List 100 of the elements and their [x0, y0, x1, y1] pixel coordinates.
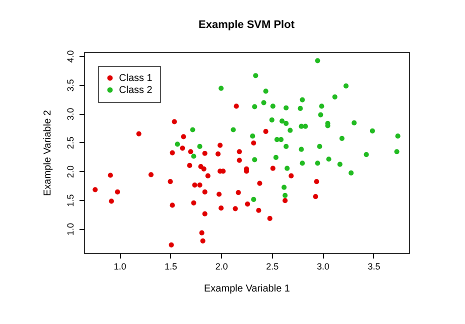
point — [315, 58, 320, 64]
point — [300, 97, 305, 102]
point — [270, 166, 276, 171]
point — [314, 179, 320, 184]
point — [202, 189, 208, 194]
point — [337, 162, 342, 167]
point — [92, 187, 98, 192]
point — [180, 146, 186, 151]
point — [200, 238, 206, 244]
point — [201, 166, 206, 172]
point — [343, 83, 349, 89]
point — [348, 170, 354, 176]
point — [218, 142, 223, 148]
point — [319, 104, 324, 109]
point — [284, 105, 289, 110]
point — [136, 131, 142, 136]
point — [300, 160, 305, 166]
point — [394, 149, 400, 154]
point — [318, 112, 324, 118]
x-axis-title: Example Variable 1 — [204, 284, 290, 294]
point — [370, 128, 375, 134]
point — [218, 206, 224, 211]
point — [298, 106, 303, 111]
point — [197, 144, 202, 149]
point — [170, 150, 175, 156]
point — [191, 154, 196, 159]
x-tick-label: 3.0 — [316, 262, 330, 272]
point — [197, 182, 202, 188]
point — [284, 120, 289, 126]
point — [315, 160, 320, 166]
point — [352, 120, 357, 126]
point — [199, 230, 204, 236]
point — [257, 180, 262, 186]
y-tick-label: 1.5 — [66, 194, 76, 207]
point — [256, 208, 262, 213]
point — [180, 134, 186, 140]
point — [114, 189, 120, 194]
point — [263, 88, 268, 94]
point — [230, 127, 236, 132]
point — [284, 144, 289, 149]
x-tick-label: 2.5 — [266, 262, 279, 272]
legend-label: Class 2 — [119, 85, 153, 96]
point — [168, 179, 173, 184]
point — [244, 202, 250, 207]
point — [250, 134, 256, 139]
y-axis-title: Example Variable 2 — [42, 110, 54, 196]
point — [269, 117, 274, 123]
point — [108, 172, 113, 178]
point — [187, 162, 192, 168]
point — [298, 146, 304, 152]
point — [191, 200, 196, 206]
point — [267, 216, 272, 221]
point — [251, 196, 256, 202]
point — [282, 198, 288, 204]
point — [263, 128, 268, 134]
point — [313, 194, 318, 200]
point — [332, 94, 338, 100]
point — [282, 184, 287, 190]
point — [282, 192, 288, 198]
point — [188, 149, 194, 154]
y-tick-label: 3.5 — [66, 79, 76, 92]
legend-label: Class 1 — [119, 73, 153, 84]
point — [232, 206, 238, 212]
y-tick-label: 2.0 — [66, 165, 76, 178]
x-tick-label: 2.0 — [215, 262, 228, 272]
point — [234, 104, 239, 109]
point — [192, 182, 198, 188]
y-tick-label: 2.5 — [66, 136, 76, 150]
point — [108, 198, 114, 204]
point — [202, 211, 208, 216]
point — [273, 154, 279, 160]
point — [364, 152, 369, 158]
point — [317, 144, 322, 149]
y-tick-label: 3.0 — [66, 108, 76, 120]
point — [252, 157, 258, 162]
point — [326, 156, 332, 162]
point — [174, 142, 180, 147]
point — [261, 100, 266, 106]
point — [288, 173, 294, 178]
point — [202, 150, 208, 156]
point — [251, 140, 256, 146]
point — [288, 128, 293, 133]
point — [148, 172, 154, 178]
point — [279, 118, 285, 124]
point — [236, 190, 241, 196]
point — [205, 173, 210, 178]
x-tick-label: 1.5 — [164, 262, 178, 272]
point — [168, 242, 174, 248]
point — [172, 119, 177, 124]
point — [170, 202, 175, 208]
point — [270, 104, 276, 109]
point — [302, 124, 308, 129]
point — [236, 149, 242, 154]
point — [252, 104, 258, 110]
point — [395, 134, 400, 139]
point — [339, 136, 345, 141]
x-tick-label: 3.5 — [368, 262, 380, 272]
x-tick-label: 1.0 — [114, 262, 126, 272]
point — [253, 73, 258, 78]
point — [236, 158, 242, 163]
